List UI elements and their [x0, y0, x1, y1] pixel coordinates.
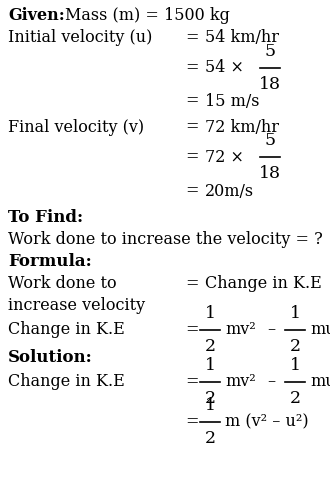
Text: 54 km/hr: 54 km/hr — [205, 30, 279, 46]
Text: 2: 2 — [205, 390, 215, 407]
Text: 18: 18 — [259, 165, 281, 182]
Text: m (v² – u²): m (v² – u²) — [225, 414, 309, 430]
Text: =: = — [185, 118, 199, 136]
Text: mu²: mu² — [310, 321, 330, 339]
Text: increase velocity: increase velocity — [8, 297, 145, 315]
Text: Change in K.E: Change in K.E — [8, 321, 125, 339]
Text: =: = — [185, 148, 199, 166]
Text: Change in K.E: Change in K.E — [8, 374, 125, 390]
Text: mv²: mv² — [225, 374, 256, 390]
Text: 2: 2 — [205, 338, 215, 355]
Text: 15 m/s: 15 m/s — [205, 93, 259, 109]
Text: 1: 1 — [205, 397, 215, 414]
Text: –: – — [267, 321, 275, 339]
Text: Work done to increase the velocity = ?: Work done to increase the velocity = ? — [8, 232, 323, 248]
Text: =: = — [185, 276, 199, 292]
Text: Formula:: Formula: — [8, 253, 92, 271]
Text: –: – — [267, 374, 275, 390]
Text: 5: 5 — [264, 132, 276, 149]
Text: Final velocity (v): Final velocity (v) — [8, 118, 144, 136]
Text: =: = — [185, 374, 199, 390]
Text: Change in K.E: Change in K.E — [205, 276, 322, 292]
Text: Initial velocity (u): Initial velocity (u) — [8, 30, 152, 46]
Text: 1: 1 — [205, 305, 215, 322]
Text: =: = — [185, 414, 199, 430]
Text: 5: 5 — [264, 43, 276, 60]
Text: Solution:: Solution: — [8, 350, 93, 366]
Text: 2: 2 — [205, 430, 215, 447]
Text: 20m/s: 20m/s — [205, 182, 254, 200]
Text: 18: 18 — [259, 76, 281, 93]
Text: To Find:: To Find: — [8, 210, 83, 226]
Text: Mass (m) = 1500 kg: Mass (m) = 1500 kg — [65, 7, 230, 25]
Text: Given:: Given: — [8, 7, 65, 25]
Text: 2: 2 — [289, 338, 301, 355]
Text: =: = — [185, 93, 199, 109]
Text: =: = — [185, 321, 199, 339]
Text: 1: 1 — [205, 357, 215, 374]
Text: mu²: mu² — [310, 374, 330, 390]
Text: =: = — [185, 30, 199, 46]
Text: mv²: mv² — [225, 321, 256, 339]
Text: 72 km/hr: 72 km/hr — [205, 118, 279, 136]
Text: Work done to: Work done to — [8, 276, 116, 292]
Text: =: = — [185, 60, 199, 76]
Text: 1: 1 — [289, 357, 301, 374]
Text: 54 ×: 54 × — [205, 60, 244, 76]
Text: 72 ×: 72 × — [205, 148, 244, 166]
Text: 1: 1 — [289, 305, 301, 322]
Text: 2: 2 — [289, 390, 301, 407]
Text: =: = — [185, 182, 199, 200]
